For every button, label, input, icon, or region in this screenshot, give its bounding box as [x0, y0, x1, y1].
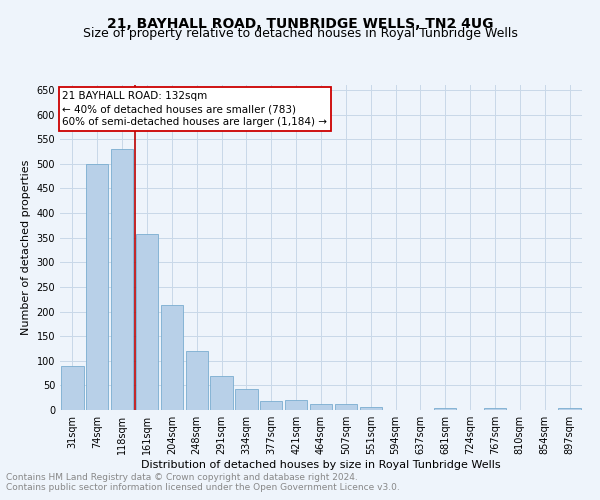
Text: Size of property relative to detached houses in Royal Tunbridge Wells: Size of property relative to detached ho… — [83, 28, 517, 40]
Bar — [310, 404, 332, 410]
X-axis label: Distribution of detached houses by size in Royal Tunbridge Wells: Distribution of detached houses by size … — [141, 460, 501, 470]
Text: Contains HM Land Registry data © Crown copyright and database right 2024.: Contains HM Land Registry data © Crown c… — [6, 474, 358, 482]
Bar — [235, 389, 257, 410]
Bar — [484, 408, 506, 410]
Bar — [136, 234, 158, 410]
Bar — [211, 376, 233, 410]
Bar — [285, 400, 307, 410]
Text: Contains public sector information licensed under the Open Government Licence v3: Contains public sector information licen… — [6, 484, 400, 492]
Bar — [185, 351, 208, 410]
Text: 21 BAYHALL ROAD: 132sqm
← 40% of detached houses are smaller (783)
60% of semi-d: 21 BAYHALL ROAD: 132sqm ← 40% of detache… — [62, 91, 328, 128]
Bar — [61, 366, 83, 410]
Text: 21, BAYHALL ROAD, TUNBRIDGE WELLS, TN2 4UG: 21, BAYHALL ROAD, TUNBRIDGE WELLS, TN2 4… — [107, 18, 493, 32]
Bar — [559, 408, 581, 410]
Bar — [359, 406, 382, 410]
Y-axis label: Number of detached properties: Number of detached properties — [21, 160, 31, 335]
Bar — [260, 401, 283, 410]
Bar — [86, 164, 109, 410]
Bar — [335, 404, 357, 410]
Bar — [161, 305, 183, 410]
Bar — [434, 408, 457, 410]
Bar — [111, 149, 133, 410]
